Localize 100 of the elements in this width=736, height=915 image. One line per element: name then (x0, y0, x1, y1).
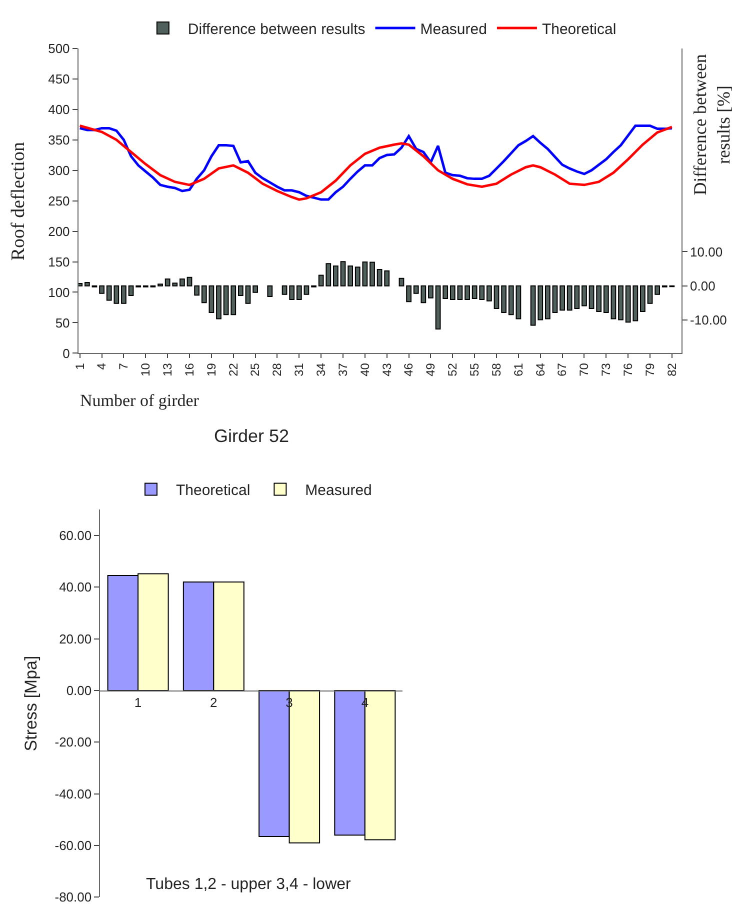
y-tick-label: 100 (48, 284, 70, 300)
bar (128, 285, 134, 296)
bar (508, 285, 514, 316)
bar (186, 276, 192, 286)
y-tick-label: 50 (55, 315, 70, 330)
x-tick-label: 64 (533, 362, 548, 376)
bar (494, 285, 500, 309)
bar (267, 285, 273, 297)
bar (252, 285, 258, 293)
bar (370, 262, 375, 286)
legend-label: Measured (305, 482, 372, 500)
y2-tick-label: 10.00 (690, 244, 723, 260)
x-tick-label: 4 (94, 362, 109, 370)
x-tick-label: 43 (380, 362, 394, 376)
line-series (78, 124, 674, 201)
bar (603, 285, 609, 314)
y-tick-label: 350 (48, 132, 70, 148)
y-tick-label: 150 (48, 254, 70, 270)
x-tick-label: 82 (664, 362, 679, 376)
bar (442, 285, 448, 300)
x-tick-label: 4 (361, 695, 369, 710)
x-tick-label: 73 (599, 362, 614, 376)
x-tick-label: 34 (314, 362, 328, 376)
x-tick-label: 28 (270, 362, 284, 376)
bar (501, 285, 507, 314)
x-tick-label: 13 (160, 362, 174, 376)
bar (640, 285, 646, 312)
y-tick-label: 450 (48, 71, 70, 86)
y-axis-title: Roof deflection (8, 141, 30, 261)
bar (588, 285, 594, 309)
bar (560, 285, 565, 311)
x-tick-label: 49 (424, 362, 438, 376)
x-tick-label: 37 (336, 362, 350, 376)
bar (348, 266, 354, 286)
x-tick-label: 55 (467, 362, 482, 376)
bar (282, 285, 288, 295)
bar (450, 285, 456, 300)
x-tick-label: 70 (577, 362, 592, 376)
x-tick-label: 2 (210, 695, 218, 710)
bar (428, 285, 434, 298)
bar (516, 285, 522, 320)
x-tick-label: 16 (182, 362, 196, 376)
y-axis-title: Stress [Mpa] (21, 656, 40, 752)
y-tick-label: 250 (48, 193, 70, 208)
x-tick-label: 31 (292, 362, 306, 376)
bar (245, 285, 251, 304)
x-tick-label: 52 (446, 362, 460, 376)
y-tick-label: -20.00 (54, 734, 92, 750)
x-tick-label: 10 (138, 362, 153, 376)
y-tick-label: 40.00 (59, 580, 92, 595)
y-tick-label: 200 (48, 224, 70, 239)
y-tick-label: 0.00 (66, 683, 92, 698)
bar (435, 285, 441, 330)
x-axis-title: Number of girder (80, 391, 200, 410)
x-tick-label: 79 (642, 362, 657, 376)
bar (582, 285, 587, 306)
y-tick-label: 20.00 (59, 631, 92, 646)
x-tick-label: 58 (489, 362, 504, 376)
x-tick-label: 46 (402, 362, 416, 376)
bar (194, 285, 200, 296)
y-tick-label: 0 (62, 346, 70, 361)
legend-label: Difference between results (188, 20, 366, 38)
x-tick-label: 19 (204, 362, 218, 376)
x-tick-label: 25 (248, 362, 262, 376)
y2-tick-label: -10.00 (690, 312, 727, 328)
bar (340, 261, 346, 286)
bar (296, 285, 302, 300)
bar (84, 282, 90, 286)
y-tick-label: -60.00 (54, 838, 92, 854)
bar (647, 285, 653, 304)
y-tick-label: -40.00 (54, 786, 92, 802)
y-tick-label: 300 (48, 162, 70, 178)
x-tick-label: 76 (620, 362, 635, 376)
bar (238, 285, 244, 296)
x-tick-label: 7 (116, 362, 131, 370)
legend-label: Theoretical (542, 20, 616, 38)
x-axis-title: Tubes 1,2 - upper 3,4 - lower (146, 876, 352, 893)
bar (78, 282, 83, 286)
bar (486, 285, 492, 302)
bar (464, 285, 470, 300)
y-tick-label: 400 (48, 102, 70, 117)
y2-tick-label: 0.00 (690, 278, 716, 294)
bar (406, 285, 412, 302)
x-tick-label: 67 (555, 362, 570, 376)
bar (544, 285, 550, 320)
bar (618, 285, 624, 320)
bar (457, 285, 463, 300)
x-tick-label: 61 (511, 362, 526, 376)
bar (180, 278, 185, 286)
y2-axis-title: Difference between results [%] (690, 54, 734, 196)
bar (289, 285, 295, 300)
bar (596, 285, 602, 312)
legend-label: Theoretical (176, 482, 250, 500)
x-tick-label: 1 (134, 695, 142, 710)
chart-title: Girder 52 (214, 426, 290, 446)
y-tick-label: -80.00 (54, 890, 92, 905)
x-tick-label: 1 (72, 362, 87, 370)
bar (304, 285, 310, 295)
bar (99, 285, 104, 294)
y-tick-label: 500 (48, 40, 70, 56)
